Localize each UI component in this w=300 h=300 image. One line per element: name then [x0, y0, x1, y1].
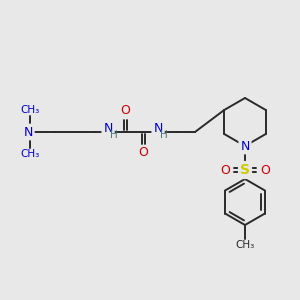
Text: CH₃: CH₃	[20, 105, 40, 115]
Text: N: N	[23, 125, 33, 139]
Text: O: O	[138, 146, 148, 160]
Text: O: O	[120, 104, 130, 118]
Text: N: N	[153, 122, 163, 134]
Text: CH₃: CH₃	[20, 149, 40, 159]
Text: S: S	[240, 163, 250, 177]
Text: H: H	[110, 130, 118, 140]
Text: CH₃: CH₃	[236, 240, 255, 250]
Text: O: O	[260, 164, 270, 176]
Text: N: N	[240, 140, 250, 152]
Text: N: N	[103, 122, 113, 134]
Text: H: H	[160, 130, 168, 140]
Text: O: O	[220, 164, 230, 176]
